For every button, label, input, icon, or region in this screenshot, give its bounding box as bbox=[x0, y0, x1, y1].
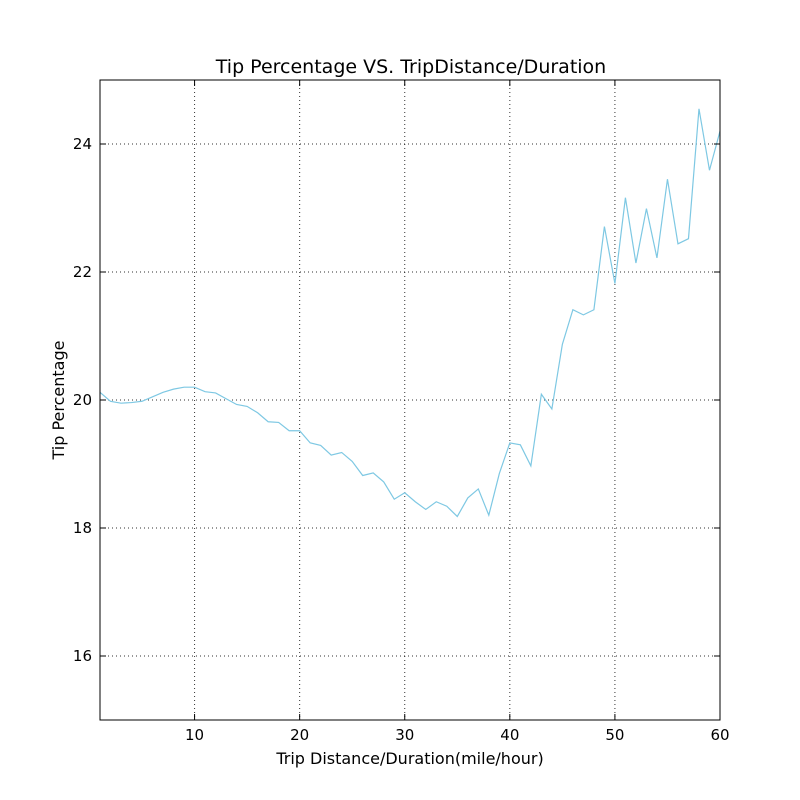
y-tick-label: 22 bbox=[73, 263, 92, 281]
series-layer bbox=[99, 108, 721, 518]
x-tick-label: 40 bbox=[500, 726, 519, 744]
x-tick-label: 50 bbox=[605, 726, 624, 744]
x-tick-label: 30 bbox=[395, 726, 414, 744]
x-tick-label: 10 bbox=[185, 726, 204, 744]
x-tick-label: 60 bbox=[710, 726, 729, 744]
y-tick-label: 16 bbox=[73, 647, 92, 665]
chart-title: Tip Percentage VS. TripDistance/Duration bbox=[215, 56, 606, 78]
series-line bbox=[99, 108, 721, 518]
x-tick-label: 20 bbox=[290, 726, 309, 744]
y-tick-label: 18 bbox=[73, 519, 92, 537]
y-tick-label: 24 bbox=[73, 135, 92, 153]
y-axis-label: Tip Percentage bbox=[49, 341, 68, 461]
grid-lines bbox=[100, 80, 721, 720]
y-tick-label: 20 bbox=[73, 391, 92, 409]
axis-ticks: 10 20 30 40 50 60 16 18 20 22 24 bbox=[73, 80, 730, 744]
x-axis-label: Trip Distance/Duration(mile/hour) bbox=[275, 749, 543, 768]
